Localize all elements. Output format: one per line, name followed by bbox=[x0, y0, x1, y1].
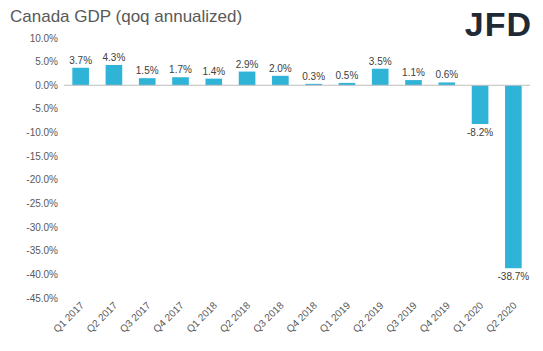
data-label: 4.3% bbox=[103, 52, 126, 63]
data-label: 1.5% bbox=[136, 65, 159, 76]
x-tick-label: Q4 2019 bbox=[417, 299, 452, 334]
y-tick-label: 5.0% bbox=[35, 56, 58, 67]
y-tick-label: -25.0% bbox=[26, 198, 58, 209]
y-tick-label: -40.0% bbox=[26, 269, 58, 280]
data-label: 3.5% bbox=[369, 56, 392, 67]
bars bbox=[72, 65, 521, 268]
x-tick-label: Q2 2020 bbox=[484, 299, 519, 334]
y-tick-label: 0.0% bbox=[35, 80, 58, 91]
x-tick-label: Q2 2018 bbox=[218, 299, 253, 334]
bar bbox=[239, 72, 256, 86]
x-tick-label: Q1 2020 bbox=[451, 299, 486, 334]
y-tick-label: -45.0% bbox=[26, 293, 58, 304]
bar bbox=[72, 68, 89, 85]
x-tick-label: Q3 2017 bbox=[118, 299, 153, 334]
bar bbox=[505, 85, 522, 268]
y-tick-label: -35.0% bbox=[26, 245, 58, 256]
x-tick-label: Q4 2018 bbox=[284, 299, 319, 334]
x-axis-line bbox=[64, 85, 530, 86]
y-tick-label: -20.0% bbox=[26, 174, 58, 185]
title: Canada GDP (qoq annualized) bbox=[10, 7, 242, 26]
y-tick-label: -30.0% bbox=[26, 222, 58, 233]
bar bbox=[405, 80, 422, 85]
x-tick-label: Q2 2017 bbox=[84, 299, 119, 334]
chart: Canada GDP (qoq annualized) JFD 10.0% 5.0% 0… bbox=[0, 0, 543, 351]
background bbox=[0, 0, 543, 351]
data-label: 0.6% bbox=[435, 69, 458, 80]
x-tick-label: Q1 2019 bbox=[317, 299, 352, 334]
y-tick-label: -5.0% bbox=[32, 103, 58, 114]
data-label: 2.0% bbox=[269, 63, 292, 74]
data-label: 3.7% bbox=[69, 55, 92, 66]
bar bbox=[172, 77, 189, 85]
data-label: -38.7% bbox=[498, 271, 530, 282]
data-label: 1.1% bbox=[402, 67, 425, 78]
data-label: 1.7% bbox=[169, 64, 192, 75]
y-tick-label: -15.0% bbox=[26, 151, 58, 162]
bar bbox=[139, 78, 156, 85]
x-tick-label: Q4 2017 bbox=[151, 299, 186, 334]
y-tick-label: 10.0% bbox=[30, 33, 58, 44]
x-tick-label: Q3 2018 bbox=[251, 299, 286, 334]
bar bbox=[372, 69, 389, 86]
data-label: 0.3% bbox=[302, 71, 325, 82]
x-tick-label: Q3 2019 bbox=[384, 299, 419, 334]
y-tick-label: -10.0% bbox=[26, 127, 58, 138]
data-label: 1.4% bbox=[202, 66, 225, 77]
bar bbox=[472, 85, 489, 124]
data-label: -8.2% bbox=[467, 127, 493, 138]
logo: JFD bbox=[465, 5, 532, 43]
x-tick-label: Q1 2018 bbox=[184, 299, 219, 334]
bar bbox=[272, 76, 289, 85]
x-tick-label: Q2 2019 bbox=[351, 299, 386, 334]
data-label: 0.5% bbox=[336, 70, 359, 81]
x-tick-label: Q1 2017 bbox=[51, 299, 86, 334]
bar bbox=[205, 79, 222, 86]
bar bbox=[106, 65, 123, 85]
data-label: 2.9% bbox=[236, 59, 259, 70]
